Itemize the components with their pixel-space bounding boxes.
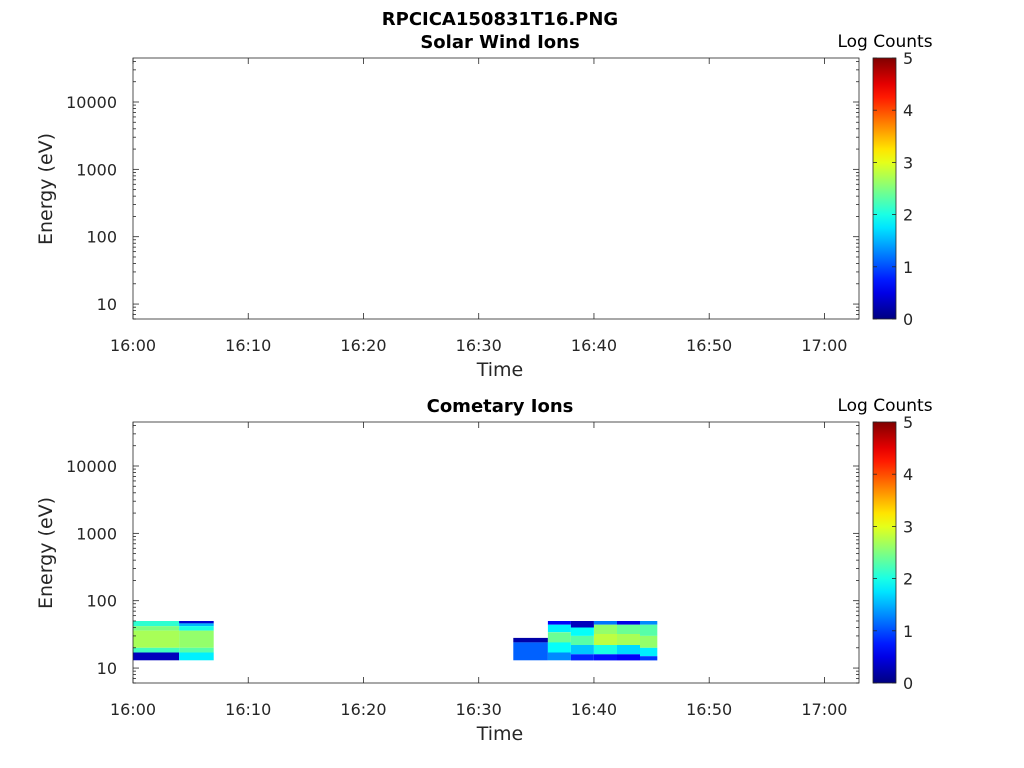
spectrogram-cell (133, 647, 180, 653)
panel-title: Cometary Ions (427, 396, 574, 417)
spectrogram-cell (617, 621, 640, 625)
x-axis-label: Time (476, 723, 524, 745)
x-tick-label: 16:20 (340, 336, 386, 355)
colorbar-label: Log Counts (837, 32, 932, 52)
x-tick-label: 16:00 (110, 700, 156, 719)
colorbar-tick-label: 4 (903, 101, 913, 120)
y-tick-label: 10000 (66, 93, 117, 112)
colorbar: 0 1 2 3 4 5 (872, 413, 913, 693)
spectrogram-cell (547, 632, 571, 643)
colorbar-gradient (872, 421, 897, 684)
spectrogram-cell (547, 621, 571, 625)
spectrogram-cell (617, 645, 640, 655)
x-axis: 16:00 16:10 16:20 16:30 16:40 16:50 17:00 (110, 422, 847, 719)
colorbar: 0 1 2 3 4 5 (872, 49, 913, 329)
spectrogram-cell (513, 637, 548, 643)
spectrogram-cell (640, 656, 658, 661)
colorbar-tick-label: 5 (903, 49, 913, 68)
colorbar-tick-label: 5 (903, 413, 913, 432)
spectrogram-cell (570, 645, 594, 655)
y-tick-label: 1000 (76, 524, 117, 543)
y-axis-label: Energy (eV) (35, 133, 57, 245)
spectrogram-cell (570, 621, 594, 628)
spectrogram-cell (547, 652, 571, 661)
colorbar-tick-label: 2 (903, 570, 913, 589)
spectrogram-cell (640, 624, 658, 636)
colorbar-label: Log Counts (837, 396, 932, 416)
spectrogram-cell (179, 623, 214, 627)
spectrogram-cell (133, 621, 180, 627)
spectrogram-cell (179, 647, 214, 653)
spectrogram-cell (570, 635, 594, 645)
x-axis: 16:00 16:10 16:20 16:30 16:40 16:50 17:00 (110, 58, 847, 355)
spectrogram-cell (179, 630, 214, 648)
spectrogram-cell (594, 624, 617, 634)
x-tick-label: 16:30 (456, 700, 502, 719)
spectrogram-cell (133, 652, 180, 661)
cometary-panel: Cometary Ions 16:00 16:10 16:20 16:30 16:40 1… (35, 396, 933, 745)
spectrogram-cell (640, 635, 658, 648)
spectrogram-cell (179, 626, 214, 631)
plot-frame (132, 421, 860, 684)
spectrogram-cell (179, 652, 214, 661)
spectrogram-cell (594, 654, 617, 661)
colorbar-gradient (872, 57, 897, 320)
spectrogram-cell (640, 647, 658, 657)
colorbar-tick-label: 4 (903, 465, 913, 484)
colorbar-tick-label: 1 (903, 622, 913, 641)
y-tick-label: 10000 (66, 457, 117, 476)
colorbar-tick-label: 0 (903, 310, 913, 329)
y-tick-label: 100 (86, 228, 117, 247)
panel-title: Solar Wind Ions (420, 32, 579, 53)
x-tick-label: 16:10 (225, 336, 271, 355)
spectrogram-cell (133, 626, 180, 631)
spectrogram-cell (617, 654, 640, 661)
x-tick-label: 16:10 (225, 700, 271, 719)
colorbar-tick-label: 3 (903, 153, 913, 172)
x-axis-label: Time (476, 359, 524, 381)
x-tick-label: 16:50 (686, 336, 732, 355)
spectrogram-cell (594, 621, 617, 625)
y-axis: 10 100 1000 10000 (66, 61, 859, 320)
x-tick-label: 16:40 (571, 336, 617, 355)
x-tick-label: 17:00 (801, 336, 847, 355)
plot-frame (132, 57, 860, 320)
spectrogram-cell (513, 642, 548, 661)
spectrogram-cell (570, 654, 594, 661)
colorbar-tick-label: 3 (903, 517, 913, 536)
spectrogram-cells (133, 621, 658, 661)
colorbar-tick-label: 1 (903, 258, 913, 277)
y-tick-label: 10 (97, 659, 117, 678)
spectrogram-cell (594, 634, 617, 645)
spectrogram-cell (570, 627, 594, 636)
x-tick-label: 16:00 (110, 336, 156, 355)
x-tick-label: 16:30 (456, 336, 502, 355)
spectrogram-cell (133, 630, 180, 648)
y-tick-label: 10 (97, 295, 117, 314)
spectrogram-cell (547, 642, 571, 653)
spectrogram-cell (547, 624, 571, 633)
figure-title: RPCICA150831T16.PNG (382, 9, 618, 30)
spectrogram-cell (617, 624, 640, 634)
spectrogram-cell (640, 621, 658, 625)
y-tick-label: 1000 (76, 160, 117, 179)
x-tick-label: 16:20 (340, 700, 386, 719)
colorbar-tick-label: 0 (903, 674, 913, 693)
y-tick-label: 100 (86, 592, 117, 611)
y-axis-label: Energy (eV) (35, 497, 57, 609)
solar-wind-panel: Solar Wind Ions 16:00 16:10 16:20 16:30 16:4… (35, 32, 933, 381)
y-axis: 10 100 1000 10000 (66, 425, 859, 684)
spectrogram-cell (594, 645, 617, 655)
x-tick-label: 16:40 (571, 700, 617, 719)
spectrogram-cell (179, 621, 214, 624)
x-tick-label: 17:00 (801, 700, 847, 719)
x-tick-label: 16:50 (686, 700, 732, 719)
spectrogram-cell (617, 634, 640, 645)
colorbar-tick-label: 2 (903, 206, 913, 225)
